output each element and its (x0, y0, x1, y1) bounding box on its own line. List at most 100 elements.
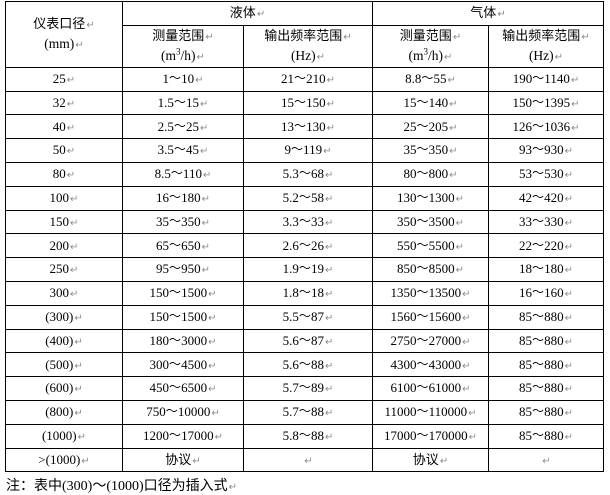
cell-gas-range: 1560～15600↵ (372, 304, 489, 330)
paragraph-mark-icon: ↵ (195, 75, 204, 86)
cell-diameter: 300↵ (5, 281, 123, 306)
header-group-gas-label: 气体 (470, 5, 497, 21)
table-header: 仪表口径↵ (mm)↵ 液体↵ 气体↵ 测量范围↵ (m3/h)↵ 输出频率范围… (5, 1, 604, 68)
cell-gas-frequency: 53～530↵ (488, 162, 604, 187)
cell-gas-frequency-text: 126～1036 (512, 118, 571, 134)
cell-gas-frequency-text: 85～880 (519, 332, 564, 348)
paragraph-mark-icon: ↵ (304, 455, 313, 467)
cell-gas-frequency: 16～160↵ (488, 281, 604, 306)
cell-gas-range-text: 17000～170000 (384, 427, 468, 443)
header-diameter-label: 仪表口径 (33, 15, 86, 31)
paragraph-mark-icon: ↵ (199, 122, 209, 134)
cell-liquid-frequency: 5.7～88↵ (243, 400, 373, 425)
cell-gas-range-text: 1560～15600 (390, 308, 462, 324)
cell-liquid-frequency: 1.8～18↵ (243, 281, 373, 306)
paragraph-mark-icon: ↵ (66, 146, 76, 158)
cell-liquid-frequency: 5.6～88↵ (243, 352, 373, 378)
cell-liquid-range-text: 450～6500 (149, 380, 208, 396)
cell-liquid-frequency-text: 1.9～19 (282, 261, 324, 277)
paragraph-mark-icon: ↵ (201, 217, 210, 229)
cell-gas-range-text: 1350～13500 (390, 285, 462, 301)
paragraph-mark-icon: ↵ (74, 408, 83, 420)
paragraph-mark-icon: ↵ (343, 31, 352, 43)
paragraph-mark-icon: ↵ (201, 265, 210, 277)
cell-diameter-text: (400) (45, 332, 74, 348)
header-liquid-frequency-label: 输出频率范围 (264, 27, 343, 43)
table-row: 150↵ 35～350↵ 3.3～33↵ 350～3500↵ 33～330↵ (5, 209, 604, 235)
cell-gas-range-text: 8.8～55 (405, 71, 447, 86)
cell-liquid-range: 65～650↵ (122, 233, 244, 259)
paragraph-mark-icon: ↵ (86, 19, 95, 31)
paragraph-mark-icon: ↵ (324, 289, 334, 301)
paragraph-mark-icon: ↵ (324, 384, 334, 396)
cell-gas-frequency: 190～1140↵ (488, 66, 604, 92)
cell-diameter: (600)↵ (5, 376, 123, 402)
cell-liquid-range: 3.5～45↵ (122, 138, 244, 164)
paragraph-mark-icon: ↵ (66, 75, 76, 86)
cell-diameter-text: 25 (52, 71, 66, 86)
header-diameter: 仪表口径↵ (mm)↵ (5, 1, 123, 68)
cell-diameter: (1000)↵ (5, 423, 123, 449)
paragraph-mark-icon: ↵ (462, 336, 471, 348)
table-row: (1000)↵ 1200～17000↵ 5.8～88↵ 17000～170000↵ 85… (5, 423, 604, 449)
paragraph-mark-icon: ↵ (468, 431, 477, 443)
cell-liquid-range: 协议↵ (122, 447, 244, 473)
cell-gas-range: 130～1300↵ (372, 185, 489, 211)
cell-gas-frequency-text: 93～930 (519, 142, 564, 158)
paragraph-mark-icon: ↵ (564, 408, 573, 420)
cell-gas-range: 8.8～55↵ (372, 66, 489, 92)
cell-gas-range-text: 550～5500 (397, 237, 455, 253)
paragraph-mark-icon: ↵ (74, 360, 83, 372)
table-row: 32↵ 1.5～15↵ 15～150↵ 15～140↵ 150～1395↵ (5, 90, 604, 116)
paragraph-mark-icon: ↵ (462, 289, 471, 301)
cell-diameter: 80↵ (5, 162, 123, 187)
cell-liquid-range: 150～1500↵ (122, 281, 244, 306)
paragraph-mark-icon: ↵ (449, 98, 458, 110)
cell-diameter-text: 250 (49, 261, 70, 277)
cell-liquid-frequency-text: 1.8～18 (282, 285, 324, 301)
cell-liquid-frequency: 5.2～58↵ (243, 185, 373, 211)
cell-gas-range: 17000～170000↵ (372, 423, 489, 449)
cell-liquid-frequency-text: 5.6～88 (282, 356, 324, 372)
cell-liquid-range-text: 150～1500 (149, 308, 208, 324)
cell-gas-frequency-text: 53～530 (519, 166, 564, 182)
paragraph-mark-icon: ↵ (201, 241, 210, 253)
paragraph-mark-icon: ↵ (208, 360, 217, 372)
cell-gas-range-text: 35～350 (403, 142, 449, 158)
paragraph-mark-icon: ↵ (211, 408, 220, 420)
header-gas-range: 测量范围↵ (m3/h)↵ (372, 24, 489, 68)
header-liquid-range-unit-prefix: (m (161, 47, 177, 63)
cell-gas-range: 80～800↵ (372, 162, 489, 187)
table-row: (800)↵ 750～10000↵ 5.7～88↵ 11000～110000↵ 85～8… (5, 400, 604, 425)
paragraph-mark-icon: ↵ (449, 170, 458, 182)
header-liquid-range: 测量范围↵ (m3/h)↵ (122, 24, 244, 68)
cell-gas-frequency: 93～930↵ (488, 138, 604, 164)
cell-diameter-text: 200 (49, 237, 70, 253)
paragraph-mark-icon: ↵ (324, 217, 334, 229)
paragraph-mark-icon: ↵ (74, 336, 83, 348)
paragraph-mark-icon: ↵ (324, 312, 334, 324)
paragraph-mark-icon: ↵ (324, 408, 334, 420)
paragraph-mark-icon: ↵ (192, 455, 201, 467)
cell-liquid-frequency-text: 2.6～26 (282, 237, 324, 253)
cell-gas-range-text: 850～8500 (397, 261, 455, 277)
cell-liquid-range: 300～4500↵ (122, 352, 244, 378)
cell-diameter: >(1000)↵ (5, 447, 123, 473)
cell-liquid-frequency: 3.3～33↵ (243, 209, 373, 235)
cell-gas-range-text: 15～140 (403, 94, 449, 110)
cell-liquid-frequency: 15～150↵ (243, 90, 373, 116)
paragraph-mark-icon: ↵ (564, 431, 573, 443)
cell-liquid-frequency: 5.8～88↵ (243, 423, 373, 449)
cell-gas-frequency: 22～220↵ (488, 233, 604, 259)
cell-diameter: 25↵ (5, 66, 123, 92)
cell-gas-frequency-text: 190～1140 (512, 71, 570, 86)
paragraph-mark-icon: ↵ (564, 265, 573, 277)
paragraph-mark-icon: ↵ (564, 146, 573, 158)
cell-liquid-frequency-text: 13～130 (281, 118, 326, 134)
cell-gas-frequency-text: 33～330 (519, 213, 564, 229)
cell-diameter-text: (300) (45, 308, 74, 324)
table-row: 250↵ 95～950↵ 1.9～19↵ 850～8500↵ 18～180↵ (5, 257, 604, 283)
paragraph-mark-icon: ↵ (455, 241, 464, 253)
cell-liquid-frequency-text: 5.2～58 (282, 189, 324, 205)
cell-liquid-frequency-text: 5.7～89 (282, 380, 324, 396)
